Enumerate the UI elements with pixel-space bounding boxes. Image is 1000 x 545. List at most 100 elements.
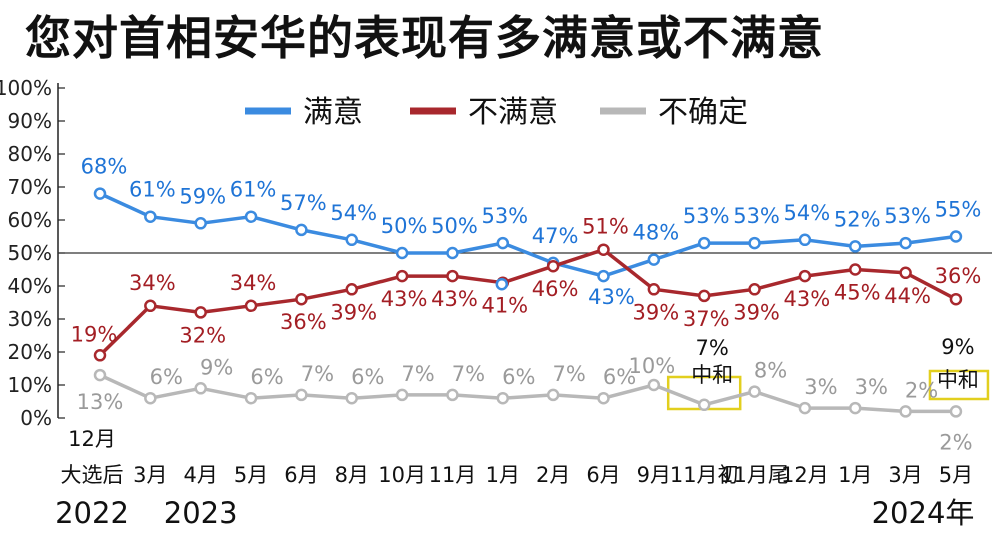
year-label: 2022: [55, 496, 129, 530]
extra-marker: [495, 277, 509, 291]
data-point: [194, 306, 207, 319]
neutral-value-label: 9%: [941, 335, 974, 359]
x-tick-label: 5月: [939, 463, 973, 487]
data-label: 7%: [401, 362, 434, 386]
chart-title: 您对首相安华的表现有多满意或不满意: [25, 11, 824, 65]
data-label: 61%: [129, 178, 176, 202]
x-tick-label: 12月: [68, 427, 116, 451]
data-label: 47%: [532, 224, 579, 248]
y-tick-label: 90%: [8, 109, 52, 133]
data-label: 19%: [71, 322, 118, 346]
x-tick-label: 10月: [378, 463, 426, 487]
data-point: [597, 243, 610, 256]
data-label: 52%: [834, 207, 881, 231]
data-label: 7%: [452, 362, 485, 386]
neutral-label: 中和: [937, 368, 979, 392]
x-tick-label: 11月: [429, 463, 477, 487]
y-tick-label: 0%: [20, 406, 52, 430]
data-label: 13%: [77, 390, 124, 414]
data-label: 46%: [532, 277, 579, 301]
y-tick-label: 80%: [8, 142, 52, 166]
data-label: 37%: [683, 307, 730, 331]
y-tick-label: 60%: [8, 208, 52, 232]
data-label: 2%: [939, 430, 972, 454]
data-label: 54%: [784, 201, 831, 225]
data-point: [899, 236, 912, 250]
x-tick-label: 6月: [586, 463, 620, 487]
data-point: [798, 401, 812, 415]
data-label: 2%: [905, 378, 938, 402]
data-point: [295, 223, 308, 237]
data-point: [93, 368, 107, 382]
neutral-box: [928, 369, 990, 401]
data-point: [748, 236, 761, 250]
data-label: 50%: [381, 214, 428, 238]
data-label: 50%: [431, 214, 478, 238]
series-line-不满意: [98, 247, 957, 357]
data-label: 45%: [834, 281, 881, 305]
data-point: [345, 391, 358, 405]
data-point: [647, 253, 661, 266]
data-point: [244, 299, 258, 313]
data-label: 53%: [683, 204, 730, 228]
series-line-不确定: [99, 373, 956, 414]
x-tick-label: 2月: [536, 463, 570, 487]
data-label: 6%: [250, 365, 283, 389]
data-point: [899, 405, 912, 418]
x-tick-label: 4月: [184, 463, 218, 487]
data-label: 7%: [552, 362, 585, 386]
data-label: 39%: [733, 300, 780, 324]
data-point: [697, 289, 711, 303]
data-label: 3%: [804, 375, 837, 399]
data-point: [899, 266, 912, 280]
data-label: 39%: [633, 300, 680, 324]
data-point: [446, 269, 459, 283]
legend-label: 不满意: [468, 95, 558, 130]
x-tick-label: 1月: [838, 463, 872, 487]
x-tick-label: 8月: [335, 463, 369, 487]
data-point: [798, 233, 812, 247]
data-point: [446, 388, 459, 402]
data-point: [345, 233, 358, 247]
data-point: [194, 217, 207, 230]
data-point: [949, 230, 963, 243]
data-label: 3%: [855, 375, 888, 399]
data-label: 68%: [81, 155, 128, 179]
data-label: 36%: [935, 264, 982, 288]
data-label: 34%: [230, 271, 277, 295]
data-label: 6%: [351, 365, 384, 389]
year-label: 2023: [164, 496, 238, 530]
data-point: [748, 283, 761, 296]
data-point: [496, 236, 510, 250]
y-tick-label: 20%: [8, 340, 52, 364]
data-point: [295, 292, 308, 306]
data-point: [546, 388, 560, 402]
data-label: 48%: [633, 221, 680, 245]
y-tick-label: 70%: [8, 175, 52, 199]
data-label: 7%: [301, 362, 334, 386]
data-point: [144, 391, 157, 405]
y-tick-label: 30%: [8, 307, 52, 331]
data-point: [597, 269, 610, 283]
data-label: 43%: [431, 287, 478, 311]
x-tick-label: 12月: [781, 463, 829, 487]
data-point: [597, 391, 610, 405]
data-label: 44%: [884, 284, 931, 308]
data-label: 6%: [603, 365, 636, 389]
legend-label: 满意: [303, 95, 363, 130]
data-point: [949, 405, 963, 418]
data-point: [697, 398, 711, 412]
data-label: 53%: [884, 204, 931, 228]
data-point: [244, 391, 258, 405]
data-label: 8%: [754, 359, 787, 383]
x-tick-label: 5月: [234, 463, 268, 487]
data-point: [93, 187, 107, 200]
data-point: [849, 263, 862, 276]
data-label: 9%: [200, 355, 233, 379]
data-label: 43%: [381, 287, 428, 311]
data-point: [798, 269, 812, 283]
x-tick-label: 6月: [284, 463, 318, 487]
data-point: [647, 378, 661, 392]
data-point: [395, 388, 409, 402]
x-tick-label: 3月: [133, 463, 167, 487]
